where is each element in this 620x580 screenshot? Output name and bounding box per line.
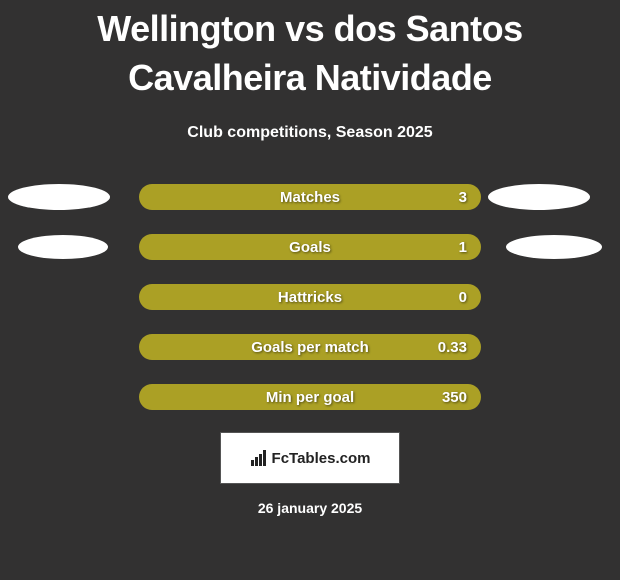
main-container: Wellington vs dos Santos Cavalheira Nati… — [0, 0, 620, 580]
stat-bar: Hattricks 0 — [139, 284, 481, 310]
stat-bar: Min per goal 350 — [139, 384, 481, 410]
stat-label: Goals — [289, 239, 331, 256]
stat-value: 3 — [459, 189, 467, 206]
stat-bar: Goals per match 0.33 — [139, 334, 481, 360]
page-title: Wellington vs dos Santos Cavalheira Nati… — [0, 5, 620, 102]
stat-row: Goals per match 0.33 — [0, 334, 620, 360]
fctables-logo[interactable]: FcTables.com — [220, 432, 400, 484]
stat-value: 0 — [459, 289, 467, 306]
stat-value: 1 — [459, 239, 467, 256]
left-ellipse — [8, 184, 110, 210]
stat-bar: Matches 3 — [139, 184, 481, 210]
stat-label: Min per goal — [266, 389, 354, 406]
stat-row: Hattricks 0 — [0, 284, 620, 310]
stat-row: Min per goal 350 — [0, 384, 620, 410]
stat-bar: Goals 1 — [139, 234, 481, 260]
subtitle: Club competitions, Season 2025 — [187, 124, 432, 142]
logo-text: FcTables.com — [272, 450, 371, 467]
left-ellipse — [18, 235, 108, 259]
right-ellipse — [488, 184, 590, 210]
right-ellipse — [506, 235, 602, 259]
stat-row: Matches 3 — [0, 184, 620, 210]
stat-label: Matches — [280, 189, 340, 206]
stat-value: 350 — [442, 389, 467, 406]
stats-area: Matches 3 Goals 1 Hattricks 0 Goals per match 0… — [0, 184, 620, 410]
chart-icon — [250, 449, 268, 467]
stat-value: 0.33 — [438, 339, 467, 356]
stat-label: Hattricks — [278, 289, 342, 306]
stat-label: Goals per match — [251, 339, 369, 356]
stat-row: Goals 1 — [0, 234, 620, 260]
date-label: 26 january 2025 — [258, 500, 362, 516]
